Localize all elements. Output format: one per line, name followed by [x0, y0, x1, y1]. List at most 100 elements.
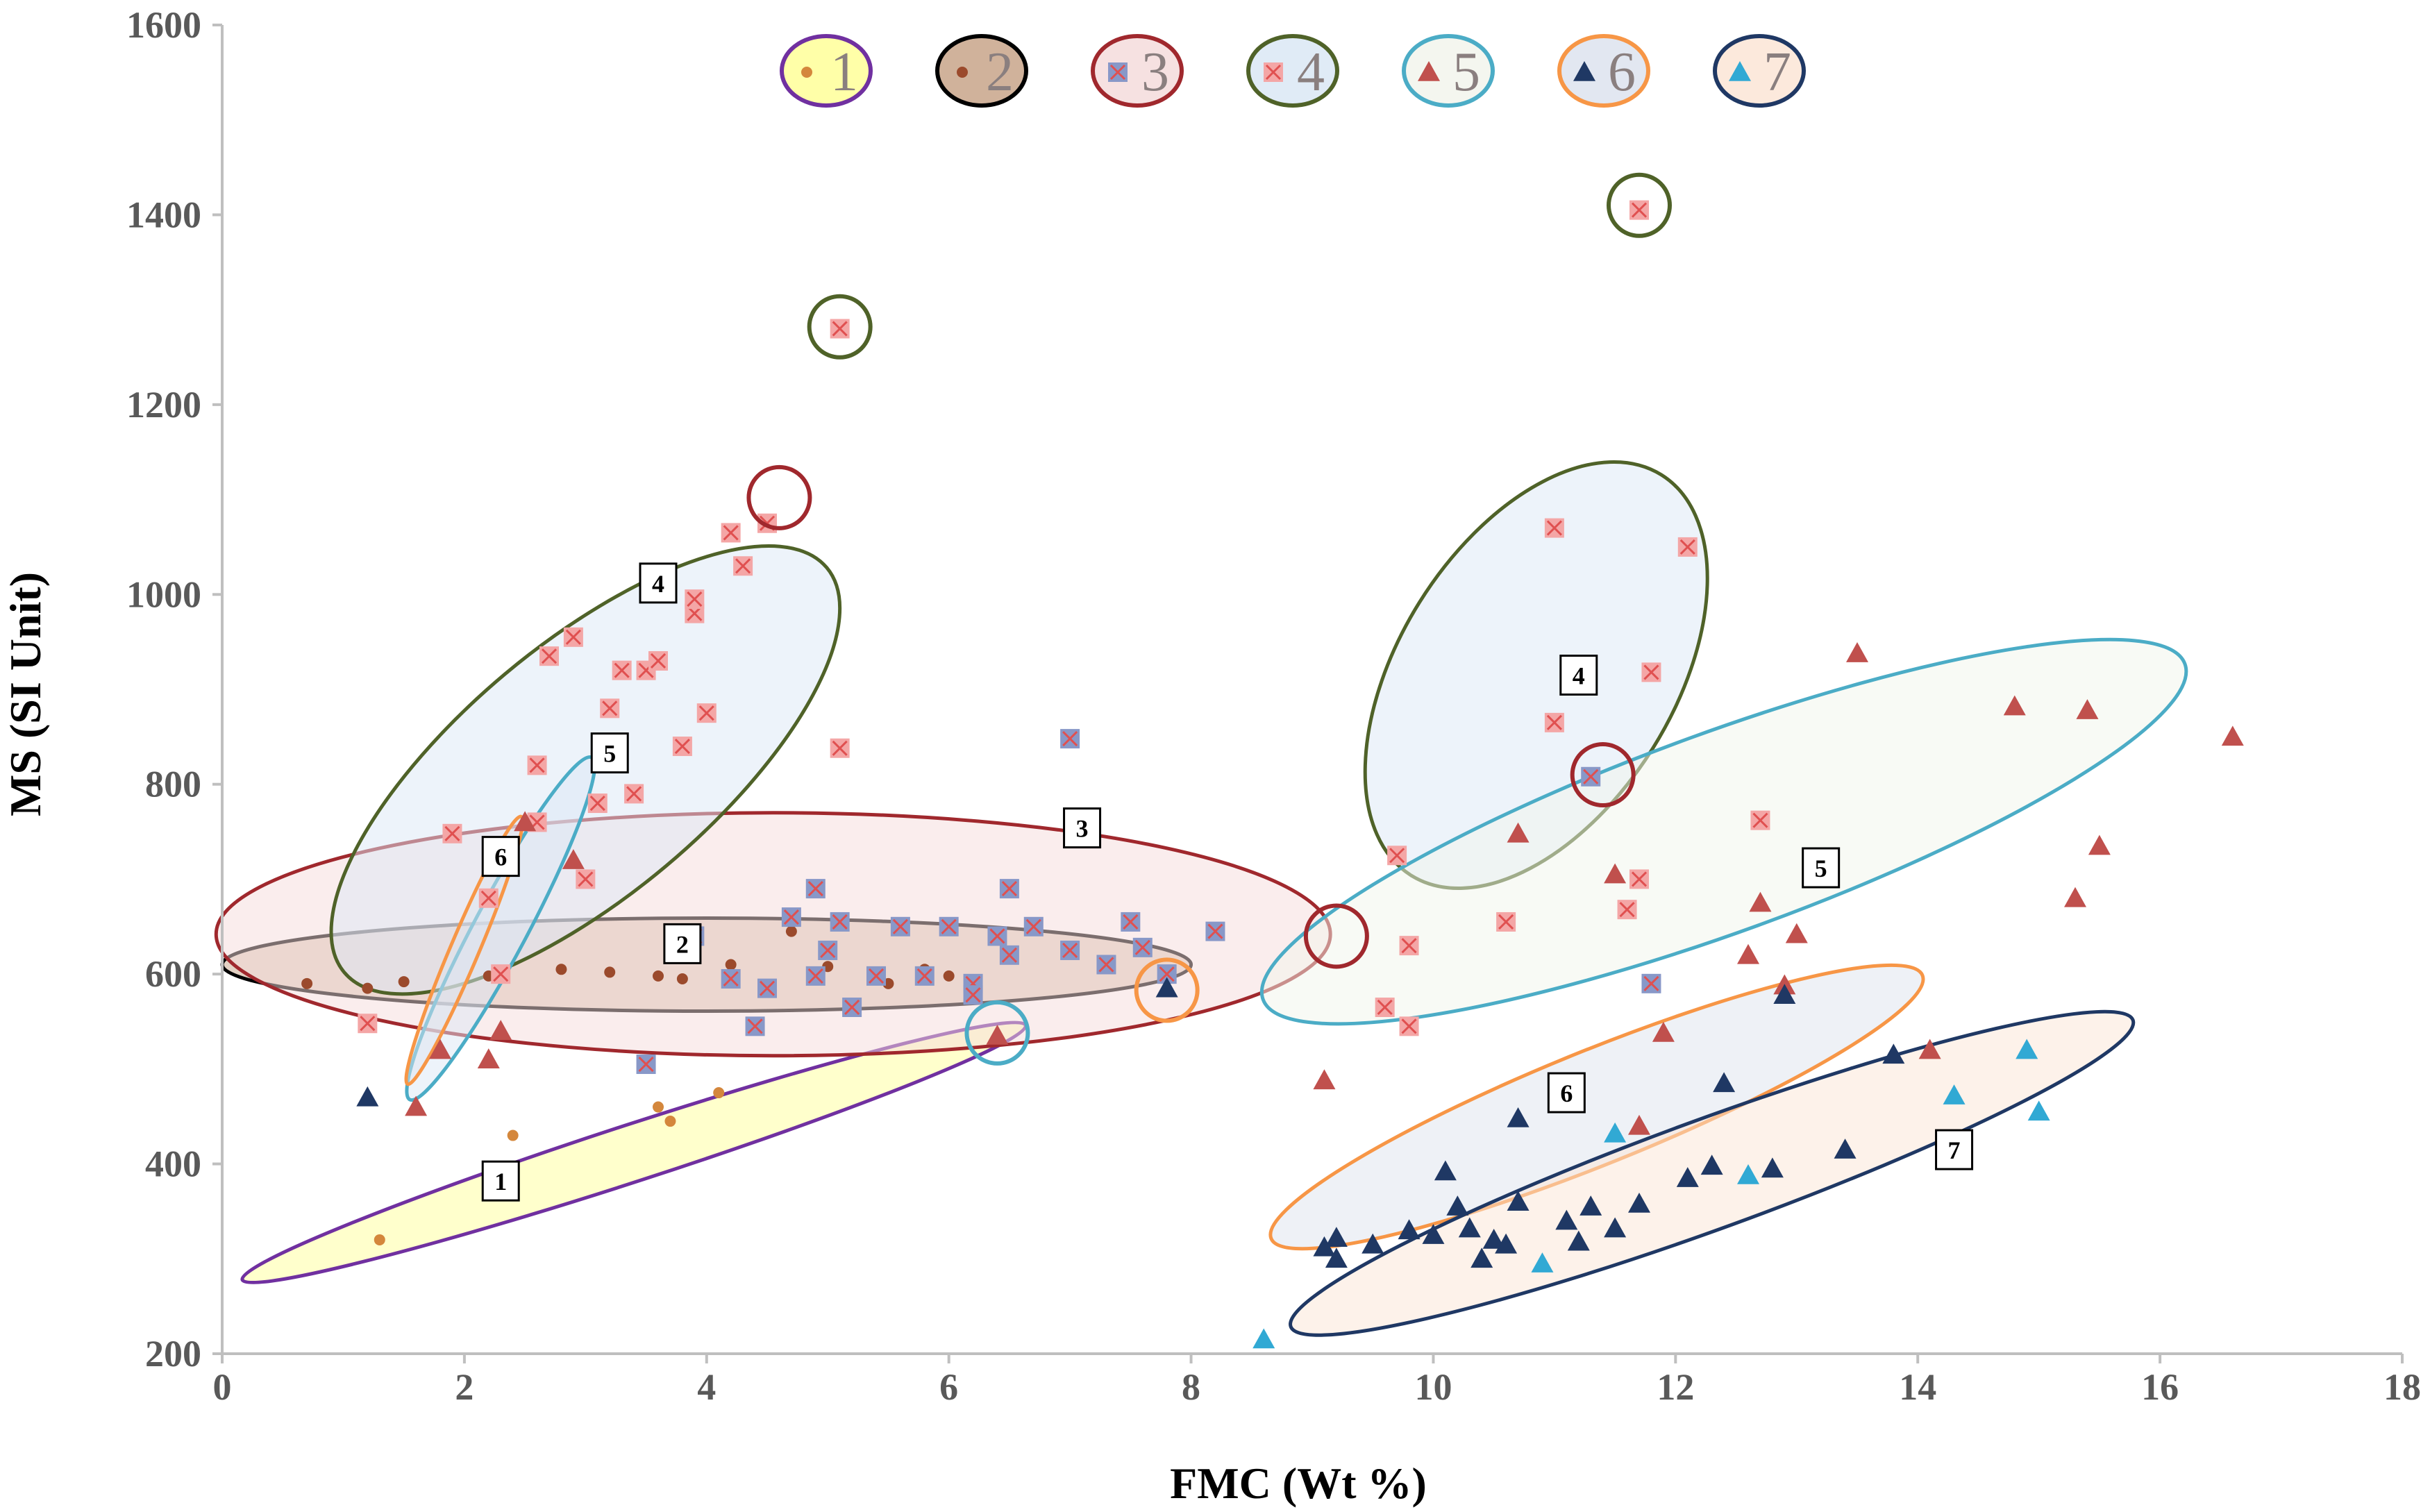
outlier-circle-5: [964, 1000, 1030, 1066]
point-series-5-13: [1749, 891, 1772, 912]
point-series-3-10-cross: [844, 999, 860, 1016]
y-tick-label-0: 200: [145, 1333, 201, 1375]
cluster-label-5-4: 5: [603, 740, 616, 768]
point-series-2-8: [725, 959, 737, 971]
point-series-6-12: [1482, 1228, 1505, 1249]
legend-ring-7: [1713, 34, 1806, 108]
point-series-6-15: [1507, 1107, 1530, 1127]
y-tick-label-7: 1600: [126, 4, 201, 46]
point-series-6-13: [1495, 1233, 1518, 1254]
cluster-label-box-2: [1063, 807, 1102, 849]
cluster-label-3-2: 3: [1076, 815, 1089, 843]
point-series-3-14: [939, 916, 959, 936]
point-series-2-6: [653, 970, 664, 982]
point-series-5-4: [514, 811, 537, 832]
point-series-4-33-cross: [1631, 202, 1648, 218]
point-series-5-3: [489, 1020, 512, 1040]
point-series-3-19-cross: [1001, 881, 1017, 897]
point-series-3-25-cross: [1134, 939, 1150, 955]
point-series-4-1: [442, 823, 462, 843]
legend-label-1: 1: [830, 42, 858, 103]
point-series-4-33: [1629, 200, 1649, 220]
legend-marker-4: [1264, 62, 1283, 82]
point-series-4-10: [600, 698, 620, 719]
cluster-label-7-9: 7: [1948, 1136, 1961, 1164]
point-series-6-18: [1580, 1195, 1602, 1216]
tick-labels: 0 2 4 6 8 10 12 14 16 182004006008001000120014001…: [126, 4, 2421, 1408]
legend-item-5: 5: [1402, 34, 1495, 108]
point-series-4-12-cross: [626, 786, 642, 802]
point-series-3-10: [842, 997, 862, 1017]
point-series-6-2: [1313, 1236, 1336, 1257]
cluster-label-box-9: [1935, 1129, 1974, 1170]
point-series-4-11-cross: [614, 662, 630, 678]
point-series-7-1: [1531, 1252, 1554, 1272]
cluster-label-box-1: [663, 923, 702, 964]
point-series-3-18-cross: [1001, 947, 1017, 963]
point-series-5-0: [405, 1095, 428, 1116]
point-series-3-14-cross: [941, 918, 957, 934]
legend-ring-6: [1557, 34, 1650, 108]
legend-item-2: 2: [935, 34, 1028, 108]
point-series-4-8-cross: [578, 871, 594, 887]
point-series-3-5-cross: [783, 909, 799, 925]
cluster-ellipses: [214, 460, 2188, 1337]
legend-ring-4: [1246, 34, 1339, 108]
point-series-4-17: [685, 589, 705, 610]
point-series-5-16: [1846, 642, 1868, 662]
point-series-4-29: [1544, 712, 1564, 732]
point-series-3-21: [1060, 940, 1080, 960]
point-series-4-27: [1399, 1016, 1419, 1036]
outlier-circle-0: [807, 294, 873, 360]
legend-ring-1: [780, 34, 873, 108]
point-series-4-27-cross: [1401, 1018, 1417, 1034]
point-series-4-9: [587, 793, 608, 814]
outlier-circle-6: [1134, 957, 1200, 1023]
legend-marker-6: [1573, 61, 1595, 81]
point-series-4-0-cross: [360, 1016, 376, 1032]
point-series-4-34: [1641, 662, 1661, 682]
point-series-4-2: [478, 888, 498, 908]
point-series-4-35: [1677, 537, 1698, 557]
point-series-3-8: [818, 940, 838, 960]
outlier-circle-3: [1570, 742, 1636, 808]
legend: 1 2 3 4 5 6 7: [780, 34, 1806, 108]
point-series-7-5: [2016, 1039, 2038, 1059]
point-series-4-36: [1750, 810, 1770, 830]
point-series-7-3: [1737, 1164, 1759, 1184]
cluster-label-box-4: [590, 732, 629, 774]
point-series-4-6: [539, 646, 559, 666]
point-series-6-20: [1628, 1192, 1650, 1213]
point-series-7-6: [2027, 1100, 2050, 1121]
x-tick-label-1: 2: [455, 1366, 474, 1408]
y-tick-label-5: 1200: [126, 384, 201, 426]
point-series-5-21: [2088, 834, 2111, 855]
legend-label-2: 2: [986, 42, 1014, 103]
point-series-6-14: [1507, 1191, 1530, 1211]
point-series-4-31: [1617, 900, 1637, 920]
legend-marker-4-cross: [1265, 64, 1282, 81]
point-series-4-24: [1387, 846, 1407, 866]
point-series-3-23: [1096, 955, 1116, 975]
y-tick-label-6: 1400: [126, 194, 201, 235]
point-series-4-18: [696, 703, 717, 723]
point-series-5-8: [1507, 822, 1530, 843]
point-series-3-4: [757, 978, 777, 998]
point-series-4-19-cross: [723, 525, 739, 541]
legend-label-6: 6: [1608, 42, 1636, 103]
cluster-label-2-1: 2: [676, 930, 689, 958]
point-series-5-22: [2221, 725, 2244, 746]
point-series-4-26-cross: [1401, 938, 1417, 954]
x-tick-label-7: 14: [1899, 1366, 1936, 1408]
y-tick-label-1: 400: [145, 1143, 201, 1185]
point-series-4-26: [1399, 936, 1419, 956]
cluster-labels: 1 2 3 4 5 6 4 5 6 7: [481, 562, 1974, 1202]
point-series-3-3: [745, 1016, 765, 1036]
point-series-5-1: [429, 1039, 451, 1059]
point-series-4-31-cross: [1619, 902, 1635, 918]
point-series-3-8-cross: [820, 942, 836, 959]
point-series-3-2: [721, 968, 741, 989]
cluster-label-box-7: [1802, 847, 1841, 889]
point-series-6-0: [356, 1086, 379, 1107]
point-series-4-15: [672, 737, 692, 757]
